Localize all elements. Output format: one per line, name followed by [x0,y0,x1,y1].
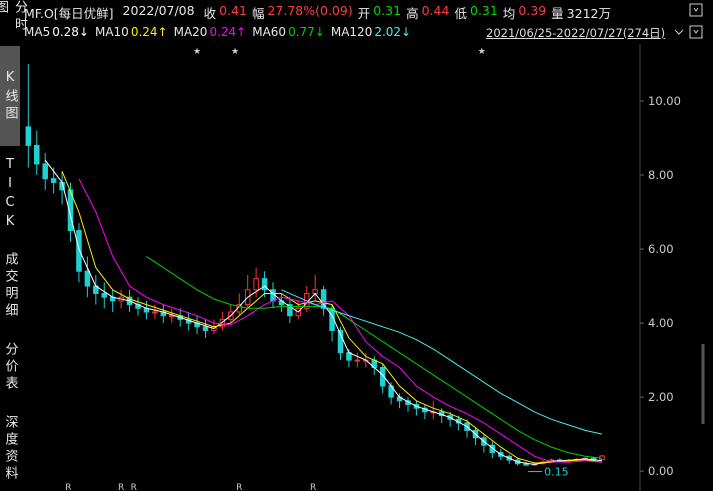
star-marker: ★ [193,47,201,57]
quote-value: 0.31 [469,3,498,18]
annotation-label: 0.15 [544,466,569,479]
r-marker: R [118,483,124,491]
candle-body [379,366,386,387]
legend-value: 0.24↑ [130,25,168,39]
candle-body [84,270,91,287]
side-tabs: 分时图 K线图 TICK 成交明细 分价表 深度资料 [0,0,27,491]
legend-entry: MA120 2.02↓ [331,25,411,39]
quote-value: 3212万 [566,6,611,21]
indicator-row: MA5 0.28↓ MA10 0.24↑ MA20 0.24↑ MA60 0.77↓ MA120… [24,25,411,39]
candle-body [42,163,48,180]
quote-item: 量 3212万 [551,3,611,23]
candle-body [219,318,226,328]
tab[interactable]: 深度资料 [2,414,18,483]
candle-body [253,278,259,291]
candle-body [320,289,327,309]
legend-entry: MA5 0.28↓ [24,25,89,39]
quote-item: 开 0.31 [358,3,401,23]
date-range[interactable]: 2021/06/25-2022/07/27(274日) [486,26,666,40]
y-tick-label: 0.00 [648,464,674,478]
r-marker: R [310,483,316,491]
candle-body [202,326,209,331]
symbol: MF.O[每日优鲜] [24,6,114,21]
quote-label: 低 [454,6,467,21]
star-marker: ★ [231,47,239,57]
legend-name: MA20 [173,25,208,39]
quote-item: 收 0.41 [204,3,247,23]
quote-header: MF.O[每日优鲜] 2022/07/08 收 0.41 幅 27.78%(0.09)… [4,3,611,23]
quote-label: 开 [357,6,371,21]
legend-name: MA5 [24,25,51,39]
r-marker: R [131,483,137,491]
legend-entry: MA20 0.24↑ [174,25,247,39]
candle-body [34,144,40,165]
star-marker: ★ [478,47,486,57]
legend-name: MA10 [94,25,129,39]
quote-item: 均 0.39 [503,3,546,23]
candle-body [261,278,268,291]
y-tick-label: 4.00 [648,316,674,330]
quote-value: 0.39 [518,3,547,18]
quote-item: 低 0.31 [454,3,497,23]
quote-label: 量 [551,6,564,21]
icon [693,29,699,34]
icon[interactable] [674,29,684,35]
icon [693,7,699,12]
tab[interactable]: 成交明细 [2,252,18,320]
candle-body [67,189,74,232]
tab[interactable]: K线图 [0,46,20,146]
candle-body [287,304,293,317]
legend-value: 0.24↑ [209,25,247,39]
y-tick-label: 10.00 [648,94,681,108]
candle-body [25,126,32,146]
candle-body [76,230,82,272]
quote-value: 27.78%(0.09) [267,3,353,18]
ma-line [146,255,603,459]
y-tick-label: 2.00 [648,390,674,404]
r-marker: R [236,483,242,491]
quote-value: 0.31 [373,3,402,18]
legend-value: 0.77↓ [288,25,325,39]
ma-line [78,178,603,463]
quote-item: 幅 27.78%(0.09) [252,3,353,23]
quote-value: 0.44 [421,3,450,18]
legend-name: MA120 [330,25,373,39]
ma-line [61,171,603,464]
y-tick-label: 8.00 [648,168,674,182]
legend-value: 2.02↓ [374,25,412,39]
candle-body [354,359,361,362]
toolbar-icons [674,3,703,39]
legend-value: 0.28↓ [52,25,89,39]
legend-entry: MA60 0.77↓ [252,25,325,39]
legend-name: MA60 [252,25,287,39]
quote-item: 高 0.44 [406,3,449,23]
candle-body [523,463,529,466]
candle-body [489,444,496,454]
candle-body [50,178,57,183]
quote-label: 幅 [251,6,265,21]
quote-label: 均 [502,6,516,21]
legend-entry: MA10 0.24↑ [95,25,168,39]
candle-body [101,292,108,298]
quote-value: 0.41 [219,3,247,18]
candle-body [337,329,344,354]
tab[interactable]: TICK [2,157,18,233]
y-tick-label: 6.00 [648,242,674,256]
candle-body [152,311,158,314]
icon[interactable] [689,3,703,17]
ma-line [281,289,603,435]
date: 2022/07/08 [122,3,195,18]
candle-body [169,315,175,318]
ma-line [44,159,603,466]
icon[interactable] [689,25,703,39]
quote-label: 收 [203,6,217,21]
chart: 0.002.004.006.008.0010.0011.000.15★★★RRR… [25,44,705,491]
tab[interactable]: 分价表 [2,341,18,393]
quote-label: 高 [406,6,419,21]
r-marker: R [65,483,71,491]
